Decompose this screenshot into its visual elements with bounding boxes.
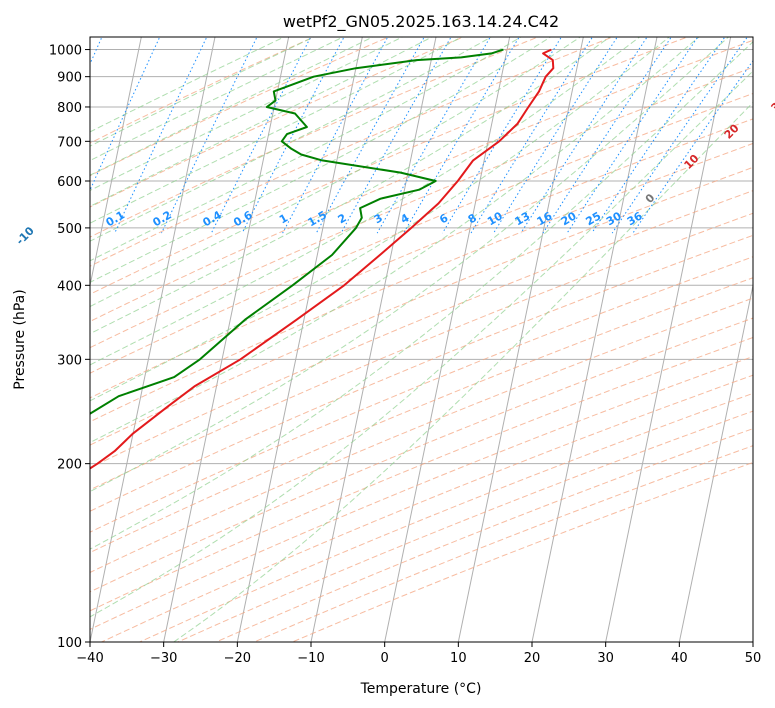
axes: −40 −30 −20 −10 0 10 20 30 40 50 1000 900 800 700 600 5…	[49, 44, 761, 666]
x-tick-label: −30	[150, 651, 177, 666]
dry-adiabat-line	[90, 355, 753, 630]
dry-adiabat-line	[101, 374, 753, 642]
mixing-ratio-line	[493, 37, 618, 234]
x-tick-label: 40	[671, 651, 688, 666]
dry-adiabat-line	[90, 66, 753, 349]
chart-title: wetPf2_GN05.2025.163.14.24.C42	[283, 12, 559, 32]
y-axis-title: Pressure (hPa)	[12, 289, 28, 389]
isotherm-line	[605, 37, 732, 642]
mixing-ratio-line	[315, 37, 425, 234]
moist-adiabat-line	[90, 37, 611, 335]
mixing-ratio-line	[114, 37, 208, 234]
y-tick-label: 1000	[49, 44, 82, 59]
mixing-ratio-line	[376, 37, 491, 234]
x-tick-label: 10	[450, 651, 467, 666]
isotherm-line	[90, 37, 216, 642]
y-tick-label: 700	[57, 135, 82, 150]
mixing-ratio-line	[470, 37, 594, 234]
x-tick-label: −10	[297, 651, 324, 666]
dry-adiabat-line	[90, 317, 753, 593]
x-tick-label: 20	[524, 651, 541, 666]
isotherm-line	[310, 37, 437, 642]
x-tick-label: 30	[597, 651, 614, 666]
dewpoint-profile-line	[90, 48, 504, 415]
y-tick-label: 100	[57, 636, 82, 651]
moist-adiabat-line	[90, 37, 730, 493]
moist-adiabat-line	[90, 41, 753, 550]
y-tick-label: 800	[57, 101, 82, 116]
mixing-ratio-line	[403, 37, 520, 234]
temperature-profile-line	[90, 48, 555, 470]
mixing-ratio-line	[542, 37, 672, 234]
dry-adiabat-line	[139, 392, 753, 642]
y-tick-label: 900	[57, 71, 82, 86]
dry-adiabat-line	[90, 37, 390, 177]
dry-adiabat-line	[90, 37, 540, 238]
mixing-ratio-line	[566, 37, 699, 234]
moist-adiabat-line	[90, 37, 463, 224]
moist-adiabat-line	[90, 37, 433, 207]
mixing-ratio-line	[442, 37, 562, 234]
x-axis-title: Temperature (°C)	[360, 681, 482, 697]
y-tick-label: 300	[57, 353, 82, 368]
isotherm-line	[236, 37, 363, 642]
moist-adiabat-line	[90, 37, 522, 262]
moist-adiabat-line	[90, 37, 671, 402]
mixing-ratio-line	[591, 37, 726, 234]
isotherm-line	[531, 37, 658, 642]
dry-adiabat-line	[90, 118, 753, 399]
mixing-ratio-line	[520, 37, 648, 234]
dry-adiabat-line	[90, 142, 753, 423]
dry-adiabat-line	[90, 37, 615, 267]
mixing-ratio-line	[90, 37, 161, 192]
dry-adiabat-line	[90, 92, 753, 374]
isotherm-line	[163, 37, 290, 642]
y-tick-label: 200	[57, 458, 82, 473]
moist-adiabat-line	[90, 37, 552, 283]
dry-adiabat-line	[90, 190, 753, 469]
x-tick-label: 0	[381, 651, 389, 666]
mixing-ratio-line	[241, 37, 345, 234]
sounding-series	[90, 48, 555, 470]
x-tick-label: −20	[224, 651, 251, 666]
dry-adiabat-line	[90, 256, 753, 533]
dry-adiabat-line	[90, 37, 316, 144]
dry-adiabat-line	[90, 297, 753, 573]
y-tick-label: 600	[57, 175, 82, 190]
x-tick-label: 50	[745, 651, 762, 666]
y-tick-label: 500	[57, 222, 82, 237]
dry-adiabat-line	[90, 39, 753, 323]
moist-adiabat-line	[173, 101, 753, 642]
dry-adiabat-line	[90, 37, 689, 295]
isotherm-line	[678, 282, 753, 642]
dry-adiabat-line	[90, 212, 753, 491]
moist-adiabat-line	[90, 70, 753, 618]
isotherm-line	[90, 37, 142, 288]
moist-adiabat-label: 30	[769, 94, 775, 114]
moist-adiabat-line	[90, 37, 404, 192]
moist-adiabat-line	[90, 37, 582, 308]
x-tick-label: −40	[76, 651, 103, 666]
plot-frame	[89, 36, 754, 643]
background-lines	[90, 37, 753, 642]
mixing-ratio-line	[340, 37, 452, 234]
y-tick-label: 400	[57, 279, 82, 294]
plot-area	[90, 37, 753, 642]
moist-adiabat-line	[90, 37, 700, 444]
isotherm-line	[384, 37, 511, 642]
